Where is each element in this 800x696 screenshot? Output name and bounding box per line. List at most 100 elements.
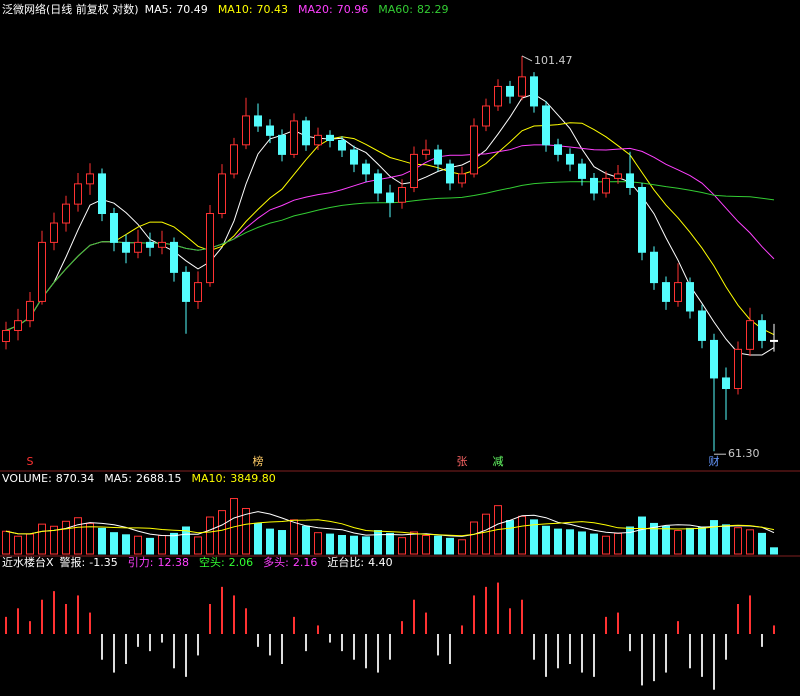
candle-body <box>482 105 490 127</box>
candle-body <box>434 149 442 165</box>
candle-body <box>122 241 130 253</box>
candle-body <box>158 241 166 248</box>
event-marker: 张 <box>457 455 468 468</box>
volume-bar <box>650 522 658 555</box>
candle-body <box>506 85 514 97</box>
high-arrow <box>521 55 533 62</box>
candle-body <box>698 310 706 341</box>
volume-bar <box>182 526 190 555</box>
volume-bar <box>134 535 142 555</box>
candle-body <box>254 115 262 127</box>
volume-bar <box>50 525 58 555</box>
header-text: -1.35 <box>89 556 117 569</box>
candle-body <box>566 153 574 165</box>
candle-body <box>590 177 598 194</box>
volume-bar <box>254 522 262 555</box>
candle-body <box>194 282 202 302</box>
candle-body <box>86 173 94 185</box>
volume-bar <box>158 535 166 555</box>
candle-body <box>626 173 634 188</box>
low-label: 61.30 <box>728 447 760 460</box>
volume-bar <box>590 533 598 555</box>
volume-bar <box>122 534 130 555</box>
candle-body <box>182 271 190 302</box>
event-marker: S <box>27 455 34 468</box>
candle-body <box>686 282 694 312</box>
candle-body <box>362 163 370 175</box>
header-text: 近水楼台X <box>2 555 54 569</box>
candle-body <box>2 329 10 343</box>
volume-bar <box>434 535 442 555</box>
volume-bar <box>602 535 610 555</box>
volume-bar <box>374 530 382 555</box>
header-text: 4.40 <box>368 556 393 569</box>
header-text: 2.06 <box>229 556 254 569</box>
volume-bar <box>326 533 334 555</box>
volume-bar <box>770 547 778 555</box>
volume-bar <box>518 515 526 555</box>
volume-bar <box>146 537 154 555</box>
candle-body <box>722 377 730 390</box>
candle-body <box>578 163 586 179</box>
volume-bar <box>14 535 22 555</box>
volume-bar <box>698 526 706 555</box>
candle-body <box>386 192 394 203</box>
candle-body <box>554 144 562 155</box>
header-text: MA10: <box>192 472 227 485</box>
volume-bar <box>38 523 46 555</box>
candle-body <box>338 139 346 151</box>
header-text: VOLUME: <box>2 472 52 485</box>
volume-bar <box>686 527 694 555</box>
volume-bar <box>578 531 586 555</box>
candle-body <box>422 149 430 155</box>
volume-bar <box>314 532 322 555</box>
volume-bar <box>734 527 742 555</box>
header-text: 警报: <box>60 555 86 569</box>
volume-bar <box>626 526 634 555</box>
volume-bar <box>170 532 178 555</box>
volume-bar <box>470 521 478 555</box>
candle-body <box>242 115 250 146</box>
header-text: MA5: <box>145 3 173 16</box>
ma-line <box>5 122 775 336</box>
volume-bar <box>614 532 622 555</box>
candle-body <box>170 241 178 273</box>
volume-bar <box>554 528 562 555</box>
header-text: 3849.80 <box>230 472 276 485</box>
candle-body <box>110 213 118 243</box>
volume-bar <box>362 536 370 555</box>
candle-body <box>446 163 454 184</box>
candle-body <box>410 153 418 188</box>
candle-body <box>206 213 214 284</box>
candle-body <box>470 125 478 175</box>
volume-bar <box>338 535 346 555</box>
ma-line <box>5 93 775 356</box>
volume-bar <box>74 517 82 555</box>
candle-body <box>326 134 334 141</box>
header-text: 空头: <box>199 555 225 569</box>
volume-bar <box>458 539 466 555</box>
volume-bar <box>506 520 514 555</box>
candle-body <box>458 173 466 184</box>
candle-body <box>302 120 310 146</box>
volume-bar <box>218 510 226 555</box>
volume-bar <box>674 530 682 555</box>
volume-bar <box>302 525 310 555</box>
header-text: 870.34 <box>56 472 95 485</box>
candle-body <box>398 186 406 203</box>
candle-body <box>710 339 718 379</box>
volume-bar <box>98 527 106 555</box>
candle-body <box>638 186 646 253</box>
candle-body <box>662 282 670 302</box>
volume-bar <box>62 520 70 555</box>
header-text: 70.43 <box>257 3 289 16</box>
candle-body <box>518 76 526 97</box>
volume-bar <box>290 519 298 555</box>
volume-bar <box>350 535 358 555</box>
event-marker: 减 <box>493 455 504 468</box>
candle-body <box>530 76 538 107</box>
volume-ma-line <box>5 511 775 537</box>
volume-bar <box>206 516 214 555</box>
candle-body <box>542 105 550 146</box>
header-text: MA20: <box>298 3 333 16</box>
